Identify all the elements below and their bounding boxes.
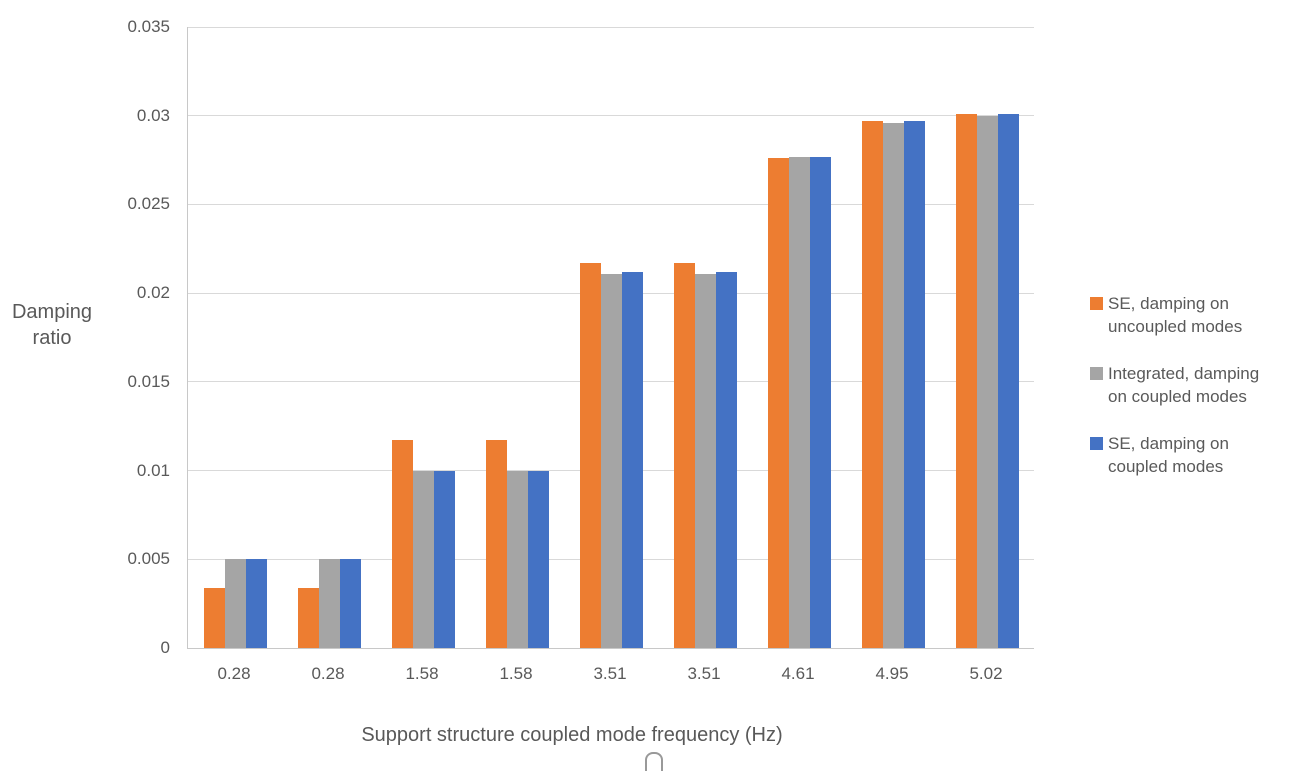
x-tick-label: 5.02	[969, 664, 1003, 683]
bar	[715, 271, 737, 648]
bar-group-0.28	[188, 27, 282, 648]
legend-swatch-icon	[1090, 367, 1103, 380]
bar	[339, 559, 361, 648]
bar	[245, 559, 267, 648]
y-tick-label: 0.03	[136, 105, 170, 125]
y-tick-label: 0.025	[127, 194, 170, 214]
x-tick-label: 3.51	[687, 664, 721, 683]
bar	[903, 121, 925, 648]
bar	[318, 559, 340, 648]
x-tick-label: 4.61	[781, 664, 815, 683]
y-tick-label: 0	[160, 638, 170, 657]
bar	[391, 440, 413, 648]
legend-label: SE, damping on uncoupled modes	[1108, 292, 1242, 338]
gridline	[188, 203, 1034, 205]
bar	[579, 262, 601, 648]
bar	[621, 271, 643, 648]
y-tick-label: 0.01	[136, 460, 170, 480]
x-tick-label: 0.28	[217, 664, 251, 683]
legend-label-line: Integrated, damping	[1108, 364, 1260, 383]
bar	[485, 440, 507, 648]
bar	[809, 156, 831, 648]
x-tick-label: 1.58	[405, 664, 439, 683]
legend-item: Integrated, damping on coupled modes	[1090, 362, 1290, 408]
bar	[861, 121, 883, 648]
bar-group-0.28	[282, 27, 376, 648]
bar	[506, 470, 528, 648]
bar	[673, 262, 695, 648]
y-tick-label: 0.015	[127, 371, 170, 391]
bar	[788, 156, 810, 648]
legend-label-line: SE, damping on	[1108, 294, 1229, 313]
bar	[224, 559, 246, 648]
legend-swatch-icon	[1090, 297, 1103, 310]
gridline	[188, 115, 1034, 117]
bar	[297, 587, 319, 648]
y-axis-title: Damping ratio	[6, 299, 98, 351]
legend-swatch-icon	[1090, 437, 1103, 450]
y-tick-label: 0.005	[127, 549, 170, 569]
bar	[694, 273, 716, 648]
bar-group-1.58	[376, 27, 470, 648]
bar-group-5.02	[940, 27, 1034, 648]
bar-group-3.51	[564, 27, 658, 648]
bar-group-4.61	[752, 27, 846, 648]
bar	[433, 470, 455, 648]
legend-label-line: SE, damping on	[1108, 434, 1229, 453]
legend-label: Integrated, damping on coupled modes	[1108, 362, 1259, 408]
x-tick-label: 1.58	[499, 664, 533, 683]
x-tick-label: 0.28	[311, 664, 345, 683]
bar	[600, 273, 622, 648]
bar-group-1.58	[470, 27, 564, 648]
y-axis-title-line2: ratio	[32, 327, 72, 349]
legend-item: SE, damping on coupled modes	[1090, 432, 1290, 478]
legend-label-line: on coupled modes	[1108, 387, 1247, 406]
x-tick-label: 3.51	[593, 664, 627, 683]
bar	[203, 587, 225, 648]
bar	[527, 470, 549, 648]
bar-group-4.95	[846, 27, 940, 648]
y-tick-label: 0.02	[136, 283, 170, 303]
legend-item: SE, damping on uncoupled modes	[1090, 292, 1290, 338]
legend: SE, damping on uncoupled modes Integrated,…	[1090, 292, 1290, 502]
bar	[976, 115, 998, 648]
legend-label-line: coupled modes	[1108, 457, 1224, 476]
bar	[412, 470, 434, 648]
plot-area	[187, 26, 1034, 649]
x-axis-title: Support structure coupled mode frequency…	[361, 724, 783, 746]
bar	[955, 113, 977, 648]
legend-label: SE, damping on coupled modes	[1108, 432, 1229, 478]
bar	[767, 158, 789, 648]
gridline	[188, 26, 1034, 28]
y-tick-label: 0.035	[127, 17, 170, 36]
legend-label-line: uncoupled modes	[1108, 317, 1243, 336]
y-axis-title-line1: Damping	[11, 301, 93, 323]
bar	[997, 113, 1019, 648]
x-tick-label: 4.95	[875, 664, 909, 683]
cropped-text-fragment	[645, 752, 663, 771]
bar	[882, 122, 904, 648]
bar-group-3.51	[658, 27, 752, 648]
